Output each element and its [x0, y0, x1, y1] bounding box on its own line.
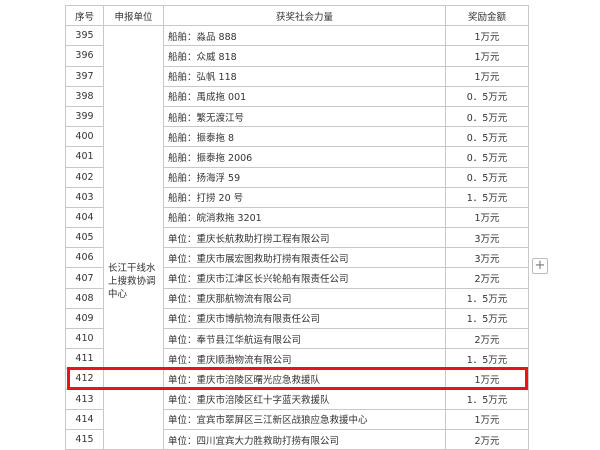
table-row: 395 长江干线水上搜救协调中心 船舶：淼品 888 1万元 [65, 25, 529, 450]
awardee: 单位：重庆市江津区长兴轮船有限责任公司 [163, 267, 446, 289]
table-row: 399 船舶：繁无渡江号 0．5万元 [65, 105, 529, 128]
row-number: 410 [65, 327, 104, 350]
table-row: 415 单位：四川宜宾大力胜救助打捞有限公司 2万元 [65, 428, 529, 450]
amount: 1．5万元 [445, 307, 529, 330]
awardee: 船舶：打捞 20 号 [163, 186, 446, 208]
table-row: 400 船舶：振泰拖 8 0．5万元 [65, 126, 529, 148]
awardee: 船舶：繁无渡江号 [163, 105, 446, 128]
row-number: 401 [65, 146, 104, 168]
amount: 1万元 [445, 45, 529, 67]
amount: 2万元 [445, 327, 529, 350]
awardee: 船舶：禹成拖 001 [163, 85, 446, 107]
row-number: 409 [65, 307, 104, 330]
row-number: 402 [65, 166, 104, 188]
awardee: 船舶：振泰拖 2006 [163, 146, 446, 168]
amount: 2万元 [445, 267, 529, 289]
award-table: 序号 申报单位 获奖社会力量 奖励金额 395 长江干线水上搜救协调中心 船舶：淼品… [65, 4, 529, 450]
amount: 1．5万元 [445, 348, 529, 370]
highlight-box [67, 367, 528, 390]
table-row: 396 船舶：众威 818 1万元 [65, 45, 529, 67]
table-row: 404 船舶：皖消救拖 3201 1万元 [65, 206, 529, 229]
header-cell: 奖励金额 [445, 4, 529, 27]
amount: 1．5万元 [445, 388, 529, 410]
row-number: 396 [65, 45, 104, 67]
row-number: 400 [65, 126, 104, 148]
amount: 0．5万元 [445, 126, 529, 148]
amount: 1万元 [445, 206, 529, 229]
awardee: 船舶：弘帆 118 [163, 65, 446, 87]
header-cell: 申报单位 [103, 4, 164, 27]
row-number: 397 [65, 65, 104, 87]
awardee: 船舶：扬海浮 59 [163, 166, 446, 188]
table-row: 402 船舶：扬海浮 59 0．5万元 [65, 166, 529, 188]
awardee: 船舶：振泰拖 8 [163, 126, 446, 148]
row-number: 408 [65, 287, 104, 309]
table-row: 414 单位：宜宾市翠屏区三江新区战狼应急救援中心 1万元 [65, 408, 529, 430]
awardee: 船舶：皖消救拖 3201 [163, 206, 446, 229]
header-cell: 获奖社会力量 [163, 4, 446, 27]
amount: 0．5万元 [445, 85, 529, 107]
unit-cell: 长江干线水上搜救协调中心 [103, 25, 164, 450]
table-row: 397 船舶：弘帆 118 1万元 [65, 65, 529, 87]
row-number: 398 [65, 85, 104, 107]
row-number: 399 [65, 105, 104, 128]
amount: 1万元 [445, 408, 529, 430]
amount: 1万元 [445, 65, 529, 87]
header-row: 序号 申报单位 获奖社会力量 奖励金额 [65, 4, 529, 27]
row-number: 406 [65, 247, 104, 269]
amount: 0．5万元 [445, 166, 529, 188]
awardee: 单位：重庆顺渤物流有限公司 [163, 348, 446, 370]
table-row: 398 船舶：禹成拖 001 0．5万元 [65, 85, 529, 107]
awardee: 单位：奉节县江华航运有限公司 [163, 327, 446, 350]
table-row: 407 单位：重庆市江津区长兴轮船有限责任公司 2万元 [65, 267, 529, 289]
row-number: 395 [65, 25, 104, 47]
row-number: 414 [65, 408, 104, 430]
awardee: 单位：重庆市博航物流有限责任公司 [163, 307, 446, 330]
row-number: 404 [65, 206, 104, 229]
amount: 1万元 [445, 25, 529, 47]
expand-button[interactable]: + [532, 258, 548, 274]
row-number: 411 [65, 348, 104, 370]
amount: 3万元 [445, 247, 529, 269]
row-number: 403 [65, 186, 104, 208]
row-number: 415 [65, 428, 104, 450]
awardee: 单位：重庆长航救助打捞工程有限公司 [163, 227, 446, 249]
amount: 0．5万元 [445, 105, 529, 128]
amount: 3万元 [445, 227, 529, 249]
header-cell: 序号 [65, 4, 104, 27]
awardee: 单位：重庆市涪陵区红十字蓝天救援队 [163, 388, 446, 410]
awardee: 单位：重庆市展宏图救助打捞有限责任公司 [163, 247, 446, 269]
amount: 1．5万元 [445, 186, 529, 208]
awardee: 单位：四川宜宾大力胜救助打捞有限公司 [163, 428, 446, 450]
table-row: 409 单位：重庆市博航物流有限责任公司 1．5万元 [65, 307, 529, 330]
awardee: 单位：重庆那航物流有限公司 [163, 287, 446, 309]
row-number: 407 [65, 267, 104, 289]
table-row: 412 单位：重庆市涪陵区曙光应急救援队 1万元 [65, 368, 529, 390]
awardee: 船舶：众威 818 [163, 45, 446, 67]
amount: 2万元 [445, 428, 529, 450]
table-row: 411 单位：重庆顺渤物流有限公司 1．5万元 [65, 348, 529, 370]
row-number: 405 [65, 227, 104, 249]
awardee: 船舶：淼品 888 [163, 25, 446, 47]
amount: 1．5万元 [445, 287, 529, 309]
row-number: 413 [65, 388, 104, 410]
amount: 0．5万元 [445, 146, 529, 168]
awardee: 单位：宜宾市翠屏区三江新区战狼应急救援中心 [163, 408, 446, 430]
